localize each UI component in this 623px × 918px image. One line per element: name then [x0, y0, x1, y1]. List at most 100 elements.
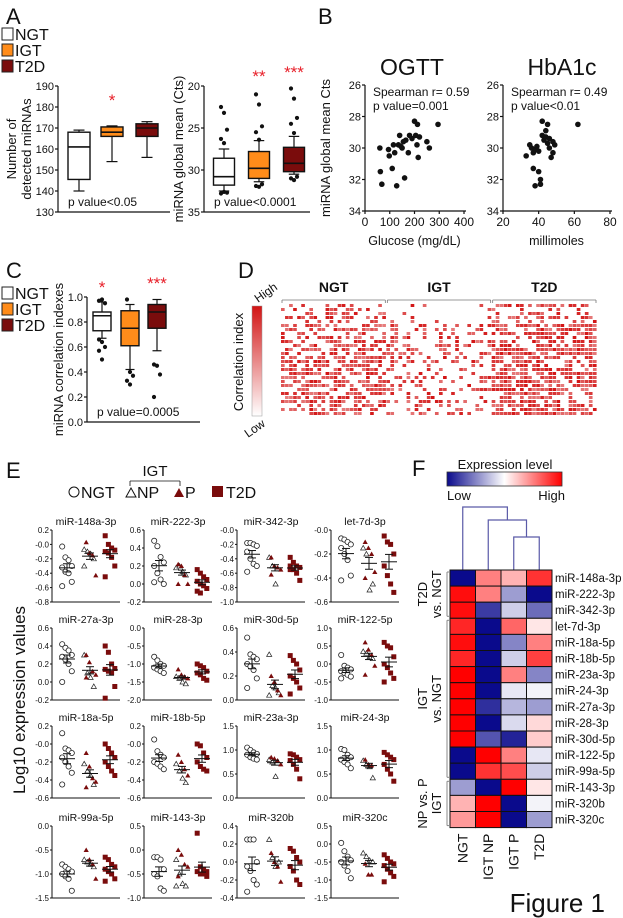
np-point	[265, 692, 273, 698]
t2d-point	[290, 752, 296, 758]
correlation-cell	[556, 356, 561, 359]
correlation-cell	[491, 332, 496, 335]
correlation-cell	[499, 340, 504, 343]
correlation-cell	[321, 392, 326, 395]
correlation-cell	[471, 372, 476, 375]
row-label: miR-18a-5p	[555, 637, 615, 649]
data-point	[551, 142, 558, 148]
correlation-cell	[487, 316, 492, 319]
correlation-cell	[426, 368, 431, 371]
p-point	[372, 663, 378, 668]
correlation-cell	[580, 332, 585, 335]
correlation-cell	[576, 352, 581, 355]
heatmap-cell	[449, 746, 476, 764]
correlation-cell	[507, 396, 512, 399]
correlation-cell	[483, 400, 488, 403]
heatmap-cell	[526, 682, 553, 700]
correlation-cell	[386, 380, 390, 383]
legend-swatch-ngt	[1, 286, 14, 300]
ngt-point	[68, 578, 75, 585]
correlation-cell	[402, 380, 407, 383]
p-point	[175, 666, 181, 672]
correlation-cell	[301, 392, 305, 395]
correlation-cell	[374, 360, 378, 363]
heatmap-cell	[526, 601, 553, 619]
correlation-cell	[325, 392, 330, 395]
correlation-cell	[362, 352, 366, 355]
correlation-cell	[439, 400, 443, 403]
p-point	[93, 572, 99, 578]
t2d-point	[102, 549, 108, 555]
significance-star: ***	[147, 274, 167, 293]
correlation-cell	[378, 312, 382, 315]
heatmap-cell	[449, 633, 476, 652]
correlation-cell	[548, 396, 553, 399]
correlation-cell	[398, 352, 403, 355]
correlation-cell	[536, 336, 540, 339]
outlier-point	[291, 177, 297, 183]
correlation-cell	[357, 372, 362, 375]
t2d-point	[105, 550, 111, 556]
box-t2d	[135, 121, 159, 158]
correlation-cell	[394, 340, 399, 343]
correlation-cell	[455, 356, 459, 359]
p-point	[275, 564, 281, 570]
t2d-point	[105, 668, 111, 674]
correlation-cell	[487, 344, 492, 347]
t2d-point	[381, 639, 387, 645]
ngt-point	[68, 563, 75, 570]
correlation-cell	[580, 412, 585, 415]
heatmap-cell	[449, 811, 476, 829]
mean-sem	[267, 759, 283, 766]
row-group: NP vs. P IGT	[415, 778, 450, 829]
correlation-cell	[556, 400, 561, 403]
correlation-cell	[588, 384, 593, 387]
correlation-cell	[317, 328, 322, 331]
correlation-cell	[301, 388, 305, 391]
plot-title: miR-320c	[343, 812, 388, 824]
correlation-cell	[532, 368, 536, 371]
heatmap-cell	[475, 714, 502, 732]
correlation-cell	[503, 372, 508, 375]
heatmap-cell	[475, 682, 502, 700]
correlation-cell	[374, 368, 378, 371]
ngt-point	[59, 543, 66, 550]
correlation-cell	[281, 384, 285, 387]
correlation-cell	[329, 372, 334, 375]
correlation-cell	[564, 364, 569, 367]
ngt-point	[338, 577, 345, 584]
correlation-cell	[540, 376, 544, 379]
p-point	[275, 687, 281, 693]
np-point	[265, 756, 273, 762]
correlation-cell	[588, 344, 593, 347]
data-point	[403, 137, 409, 143]
y-tick-label: 0.2	[223, 840, 235, 849]
correlation-cell	[536, 372, 540, 375]
correlation-cell	[548, 380, 553, 383]
data-point	[386, 153, 393, 159]
correlation-cell	[345, 396, 350, 399]
correlation-cell	[447, 400, 451, 403]
correlation-cell	[378, 404, 382, 407]
correlation-cell	[317, 320, 322, 323]
correlation-cell	[556, 312, 561, 315]
correlation-cell	[289, 364, 293, 367]
correlation-cell	[402, 312, 407, 315]
correlation-cell	[479, 408, 484, 411]
legend-label: T2D	[226, 485, 256, 502]
plot-title: miR-148a-3p	[56, 516, 117, 528]
correlation-cell	[560, 368, 565, 371]
correlation-cell	[584, 316, 589, 319]
correlation-cell	[297, 352, 301, 355]
legend-swatch-igt	[1, 43, 14, 57]
p-point	[185, 675, 191, 681]
correlation-cell	[511, 356, 516, 359]
correlation-cell	[305, 384, 309, 387]
correlation-cell	[556, 336, 561, 339]
correlation-cell	[515, 356, 520, 359]
correlation-cell	[281, 380, 285, 383]
y-tick-label: -0.2	[220, 540, 234, 549]
correlation-cell	[548, 404, 553, 407]
correlation-cell	[378, 340, 382, 343]
t2d-point	[391, 675, 397, 681]
